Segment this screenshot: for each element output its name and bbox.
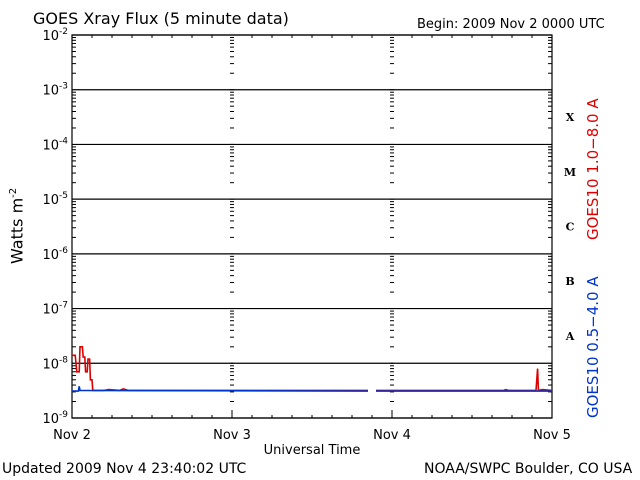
flare-class-c: C [566, 221, 575, 234]
y-tick-label: 10-3 [42, 82, 68, 99]
x-tick-label: Nov 2 [53, 428, 91, 443]
flare-class-x: X [566, 111, 575, 124]
footer-updated: Updated 2009 Nov 4 23:40:02 UTC [2, 461, 247, 477]
series-label-1: GOES10 1.0−8.0 A [584, 98, 602, 240]
y-tick-label: 10-2 [42, 27, 68, 44]
series-2-line [72, 386, 369, 392]
x-tick-label: Nov 5 [533, 428, 571, 443]
begin-date: Begin: 2009 Nov 2 0000 UTC [417, 17, 605, 32]
series-2 [72, 386, 552, 392]
y-tick-label: 10-7 [42, 301, 68, 318]
y-tick-label: 10-4 [42, 136, 68, 153]
series-1-line [376, 368, 553, 392]
plot-frame [71, 34, 553, 419]
x-tick-label: Nov 3 [213, 428, 251, 443]
y-tick-label: 10-8 [42, 355, 68, 372]
series-label-2: GOES10 0.5−4.0 A [584, 276, 602, 418]
y-tick-label: 10-6 [42, 246, 68, 263]
y-axis-label: Watts m-2 [7, 187, 27, 264]
chart-title: GOES Xray Flux (5 minute data) [33, 9, 289, 28]
y-tick-label: 10-5 [42, 191, 68, 208]
series-1-line [72, 346, 368, 392]
series-1 [72, 346, 553, 392]
footer-credit: NOAA/SWPC Boulder, CO USA [424, 461, 633, 477]
flare-class-m: M [564, 166, 576, 179]
flare-class-a: A [565, 330, 575, 343]
x-axis-label: Universal Time [264, 443, 361, 458]
flare-class-b: B [565, 275, 574, 288]
y-tick-label: 10-9 [42, 410, 68, 427]
x-tick-label: Nov 4 [373, 428, 411, 443]
